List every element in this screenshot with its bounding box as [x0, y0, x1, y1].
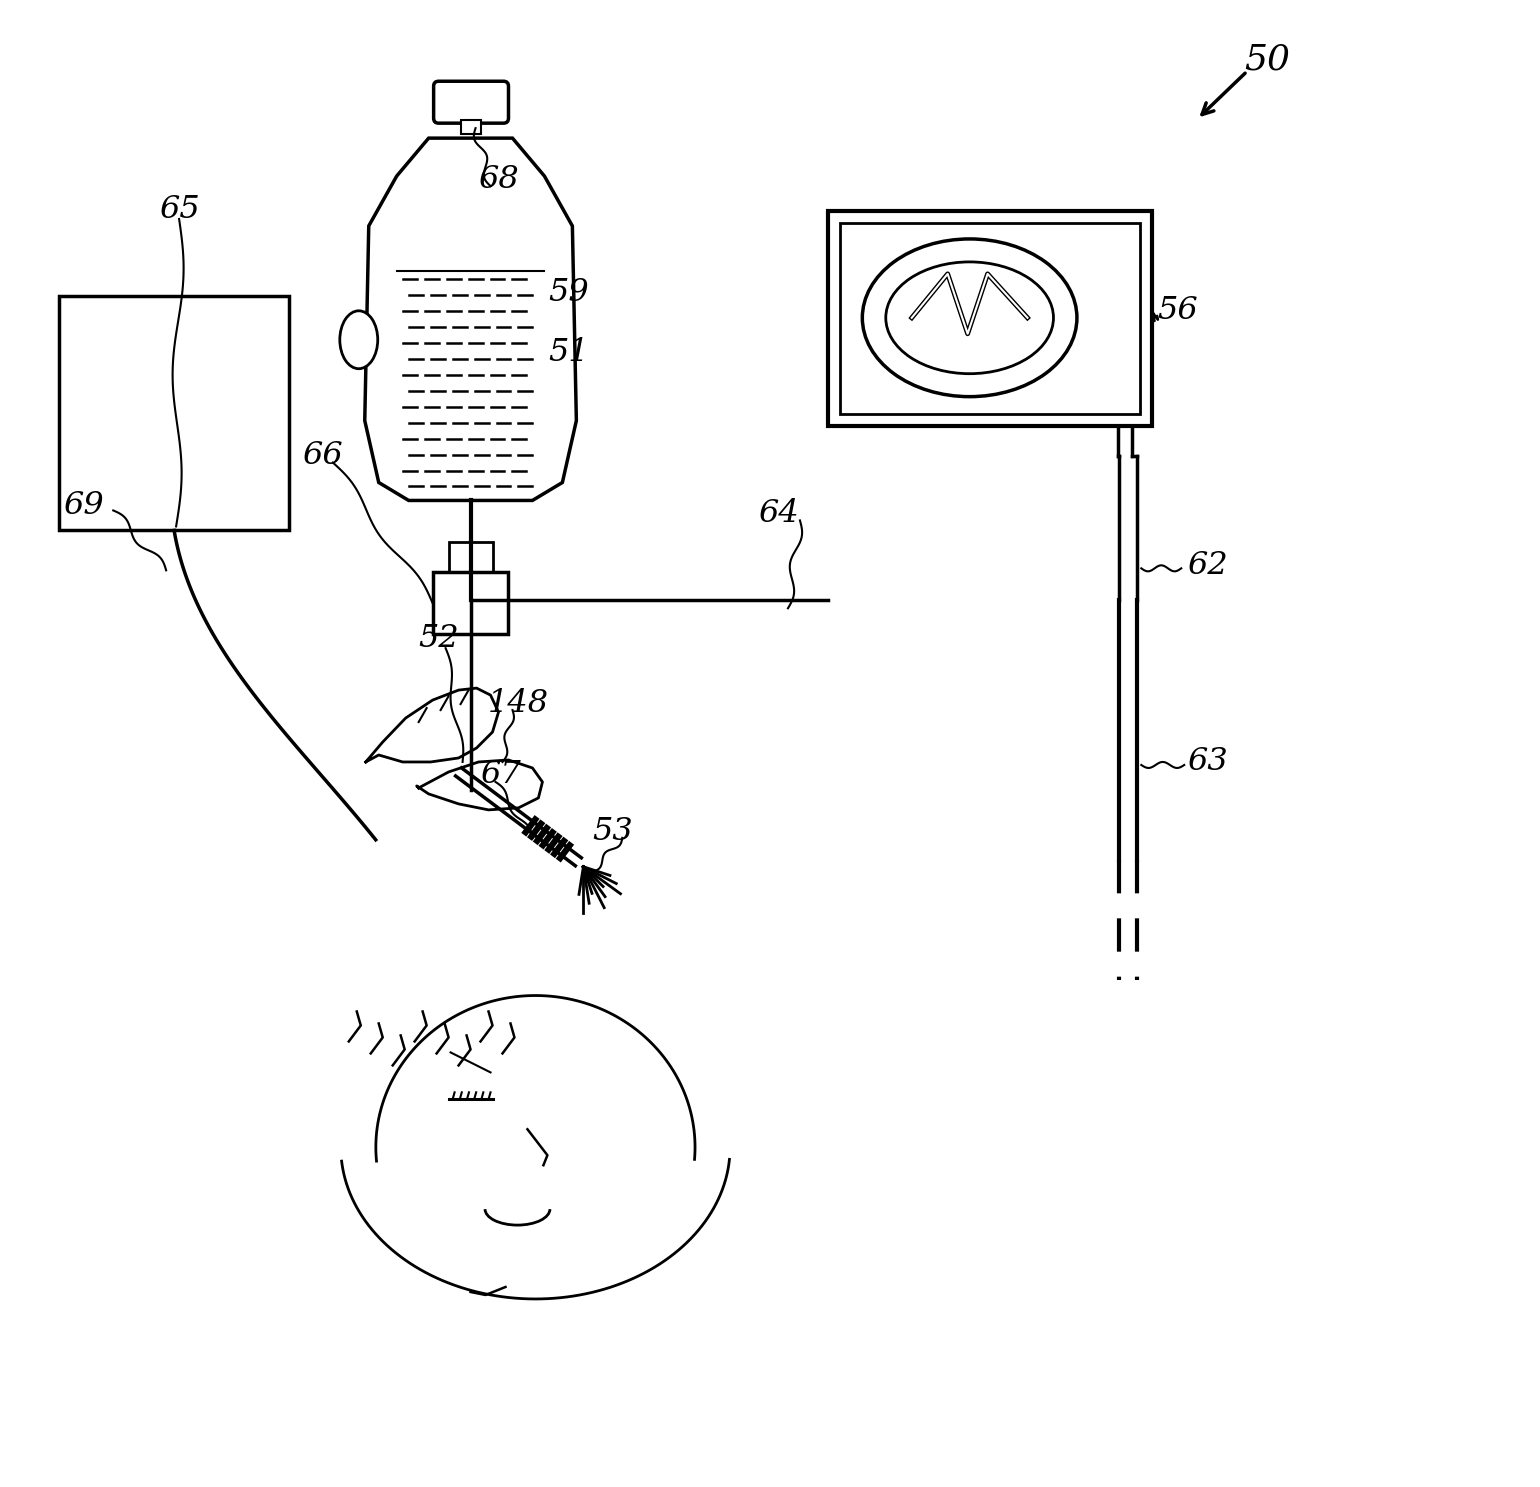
Text: 56: 56	[1157, 296, 1198, 326]
Bar	[460, 120, 480, 134]
FancyBboxPatch shape	[434, 82, 508, 123]
Text: 63: 63	[1187, 746, 1227, 778]
Text: 66: 66	[302, 440, 343, 471]
Text: 52: 52	[419, 623, 459, 654]
Text: 50: 50	[1244, 42, 1291, 76]
Text: 59: 59	[548, 278, 588, 308]
Text: 67: 67	[480, 760, 521, 791]
Text: 64: 64	[758, 498, 798, 529]
Bar	[448, 543, 493, 598]
Ellipse shape	[340, 311, 377, 369]
Text: 51: 51	[548, 338, 588, 369]
Bar	[829, 211, 1152, 425]
Bar	[839, 223, 1140, 413]
Text: 62: 62	[1187, 550, 1227, 581]
Ellipse shape	[862, 239, 1076, 397]
Bar	[433, 572, 508, 633]
Text: 148: 148	[488, 687, 550, 718]
Bar	[60, 296, 290, 531]
Text: 68: 68	[477, 164, 519, 195]
Polygon shape	[365, 138, 576, 501]
Text: 69: 69	[63, 489, 103, 520]
Text: 65: 65	[159, 193, 200, 225]
Text: 53: 53	[591, 816, 633, 848]
